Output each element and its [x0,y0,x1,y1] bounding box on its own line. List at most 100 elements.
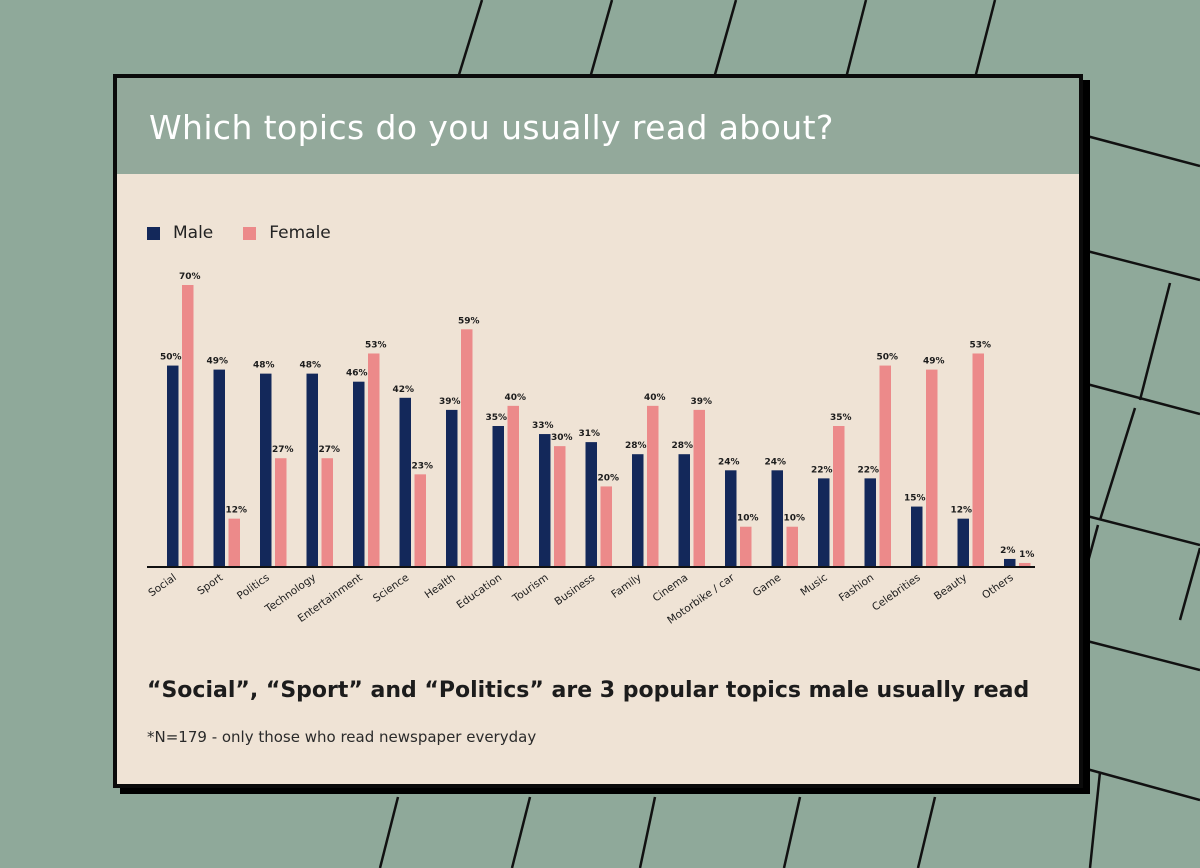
data-label-male: 28% [671,441,693,451]
bar-male [167,365,179,567]
data-label-female: 40% [644,393,666,403]
data-label-male: 39% [439,397,461,407]
x-tick-label: Sport [195,572,225,598]
bar-chart: 50% 70% Social 49% 12% Sport 48% 27% Politics 48%… [146,272,1035,627]
data-label-female: 59% [458,316,480,326]
x-tick-label: Education [455,572,505,612]
x-tick-label: Science [371,572,411,605]
bar-male [306,373,318,567]
bar-female [879,365,891,567]
data-label-male: 24% [764,457,786,467]
x-tick-label: Business [552,572,597,608]
chart-footnote: *N=179 - only those who read newspaper e… [147,728,537,746]
bar-male [678,454,690,567]
bar-male [399,397,411,567]
data-label-male: 31% [578,429,600,439]
x-tick-label: Others [980,572,1016,602]
x-tick-label: Fashion [837,572,876,605]
data-label-female: 40% [504,393,526,403]
data-label-female: 23% [411,461,433,471]
data-label-female: 30% [551,433,573,443]
x-tick-label: Game [751,572,783,600]
bar-male [957,518,969,567]
bar-female [321,458,333,567]
data-label-male: 15% [904,494,926,504]
bar-male [771,470,783,567]
x-tick-label: Beauty [932,572,969,603]
bar-female [693,409,705,567]
chart-legend: Male Female [147,223,361,243]
card-header: Which topics do you usually read about? [117,78,1079,174]
chart-headline: “Social”, “Sport” and “Politics” are 3 p… [147,678,1030,703]
legend-item-male: Male [147,223,213,243]
data-label-female: 1% [1019,550,1034,560]
data-label-male: 50% [160,353,182,363]
bar-male [446,409,458,567]
x-tick-label: Politics [235,572,272,603]
data-label-male: 48% [253,361,275,371]
chart-card: Which topics do you usually read about? … [113,74,1083,788]
legend-label-female: Female [269,223,331,243]
data-label-female: 49% [923,357,945,367]
bar-male [585,442,597,567]
data-label-male: 22% [857,465,879,475]
data-label-male: 49% [206,357,228,367]
x-tick-label: Family [609,572,644,601]
data-label-male: 12% [950,506,972,516]
bar-female [786,526,798,567]
bar-female [647,405,659,567]
x-tick-label: Music [798,571,830,598]
data-label-female: 20% [597,473,619,483]
data-label-female: 27% [318,445,340,455]
data-label-male: 2% [1000,546,1015,556]
data-label-male: 28% [625,441,647,451]
bar-female [1019,562,1031,567]
bar-female [182,285,194,567]
bar-female [507,405,519,567]
data-label-male: 48% [299,361,321,371]
x-tick-label: Health [423,572,458,602]
bar-female [228,518,240,567]
x-tick-label: Cinema [651,572,691,605]
legend-item-female: Female [243,223,331,243]
legend-swatch-female [243,226,257,240]
data-label-female: 50% [876,353,898,363]
data-label-male: 22% [811,465,833,475]
bar-female [600,486,612,567]
legend-label-male: Male [173,223,214,243]
bar-female [368,353,380,567]
bar-male [213,369,225,567]
data-label-female: 53% [969,340,991,350]
data-label-female: 70% [179,272,201,282]
bar-female [926,369,938,567]
bar-female [414,474,426,567]
page-title: Which topics do you usually read about? [149,108,834,147]
data-label-male: 42% [392,385,414,395]
data-label-female: 10% [737,514,759,524]
bar-male [864,478,876,567]
data-label-female: 10% [783,514,805,524]
bar-male [260,373,272,567]
bar-male [911,506,923,567]
data-label-female: 53% [365,340,387,350]
data-label-male: 35% [485,413,507,423]
bar-female [740,526,752,567]
bar-female [461,329,473,567]
data-label-female: 35% [830,413,852,423]
bar-female [972,353,984,567]
bar-male [353,381,365,567]
x-tick-label: Tourism [510,572,551,606]
data-label-male: 24% [718,457,740,467]
x-tick-label: Social [146,572,178,600]
data-label-female: 39% [690,397,712,407]
data-label-female: 27% [272,445,294,455]
bar-male [818,478,830,567]
data-label-male: 46% [346,369,368,379]
legend-swatch-male [147,226,160,240]
bar-male [1004,558,1016,567]
bar-male [492,426,504,567]
bar-female [275,458,287,567]
bar-female [833,426,845,567]
bar-male [632,454,644,567]
